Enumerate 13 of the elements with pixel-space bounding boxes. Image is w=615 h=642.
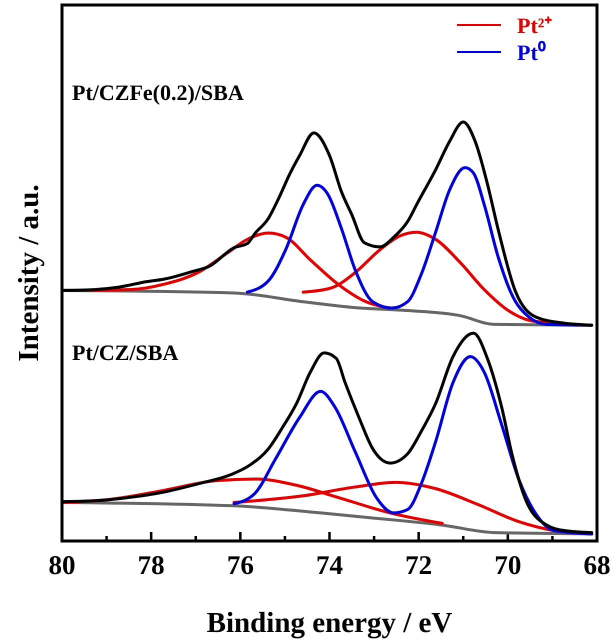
x-tick-label: 70 — [494, 550, 522, 580]
y-axis-title: Intensity / a.u. — [13, 184, 45, 362]
x-tick-label: 72 — [405, 550, 432, 580]
x-tick-label: 80 — [48, 550, 76, 580]
annotation: Pt/CZ/SBA — [72, 340, 178, 365]
text: Pt/CZFe(0.2)/SBA — [72, 80, 244, 105]
x-tick-label: 68 — [584, 550, 610, 580]
x-tick-label: 74 — [316, 550, 343, 580]
legend-label: Pt⁰ — [517, 40, 546, 65]
x-tick-label: 76 — [226, 550, 254, 580]
legend-label: Pt²⁺ — [517, 13, 552, 38]
x-axis-title: Binding energy / eV — [206, 607, 452, 639]
x-tick-label: 78 — [138, 550, 165, 580]
